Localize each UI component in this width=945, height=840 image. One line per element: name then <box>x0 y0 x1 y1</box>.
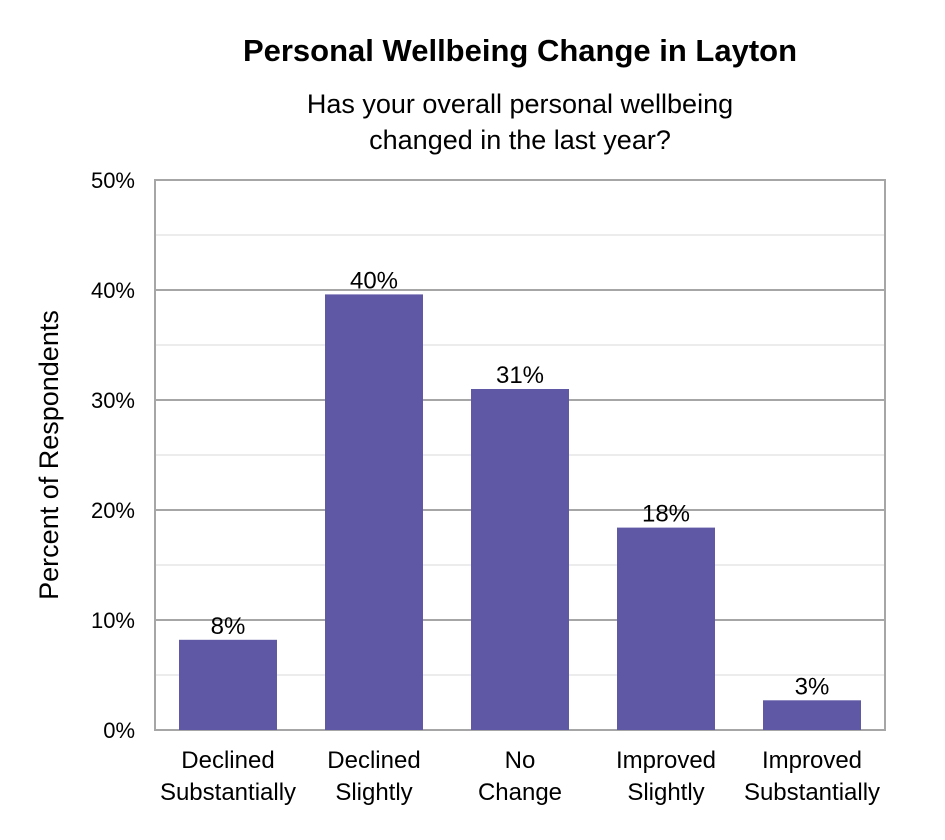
bar <box>617 527 715 730</box>
bar <box>325 294 423 730</box>
data-label: 3% <box>795 673 830 700</box>
x-tick-label: Declined <box>181 747 274 774</box>
chart-title: Personal Wellbeing Change in Layton <box>243 33 797 68</box>
y-tick-label: 30% <box>91 388 135 413</box>
x-tick-label: Improved <box>616 747 716 774</box>
chart-subtitle-line-2: changed in the last year? <box>369 125 671 155</box>
x-tick-label: Change <box>478 779 562 806</box>
x-tick-label: Declined <box>327 747 420 774</box>
x-tick-label: Improved <box>762 747 862 774</box>
bar <box>763 700 861 730</box>
y-axis-label: Percent of Respondents <box>34 310 64 600</box>
y-tick-label: 10% <box>91 608 135 633</box>
x-tick-label: Substantially <box>160 779 296 806</box>
x-tick-label: Slightly <box>335 779 412 806</box>
data-label: 40% <box>350 267 398 294</box>
y-tick-label: 50% <box>91 168 135 193</box>
y-tick-label: 40% <box>91 278 135 303</box>
x-tick-label: Slightly <box>627 779 704 806</box>
y-tick-label: 20% <box>91 498 135 523</box>
x-tick-label: Substantially <box>744 779 880 806</box>
data-label: 31% <box>496 362 544 389</box>
bar <box>471 389 569 730</box>
bar <box>179 639 277 730</box>
x-tick-label: No <box>505 747 536 774</box>
y-tick-label: 0% <box>103 718 135 743</box>
data-label: 8% <box>211 613 246 640</box>
data-label: 18% <box>642 501 690 528</box>
plot-area: 0% 10% 20% 30% 40% 50% 8% Declined Substantially… <box>91 168 886 806</box>
chart-subtitle-line-1: Has your overall personal wellbeing <box>307 89 733 119</box>
